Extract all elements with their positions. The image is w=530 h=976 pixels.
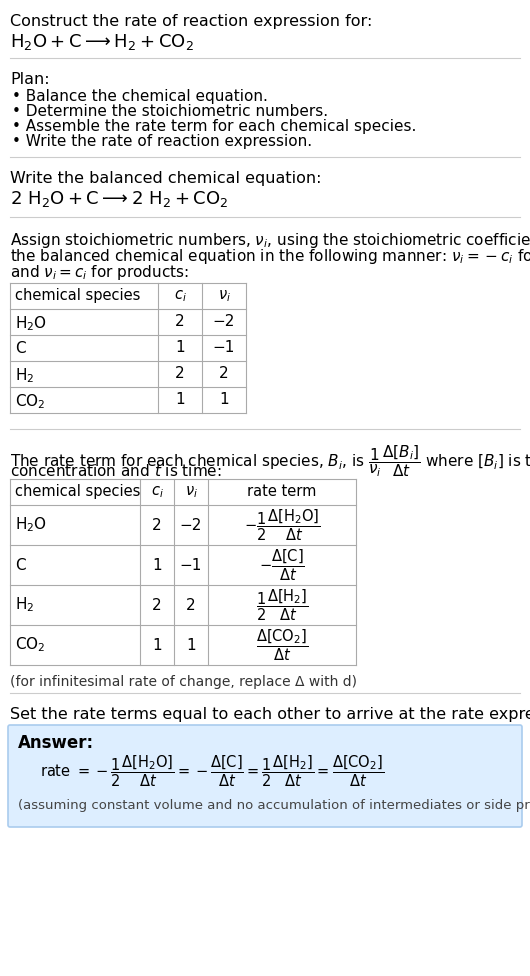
Text: chemical species: chemical species [15,288,140,303]
Text: Plan:: Plan: [10,72,50,87]
Text: 2: 2 [219,366,229,381]
Text: $\mathrm{C}$: $\mathrm{C}$ [15,557,27,573]
Text: rate $= -\dfrac{1}{2}\dfrac{\Delta[\mathrm{H_2O}]}{\Delta t} = -\dfrac{\Delta[\m: rate $= -\dfrac{1}{2}\dfrac{\Delta[\math… [40,753,384,789]
Text: Answer:: Answer: [18,734,94,752]
Text: −2: −2 [180,517,202,533]
Text: 1: 1 [152,637,162,653]
Text: (assuming constant volume and no accumulation of intermediates or side products): (assuming constant volume and no accumul… [18,799,530,812]
Text: $\mathrm{H_2O}$: $\mathrm{H_2O}$ [15,314,47,333]
Text: $\dfrac{1}{2}\dfrac{\Delta[\mathrm{H_2}]}{\Delta t}$: $\dfrac{1}{2}\dfrac{\Delta[\mathrm{H_2}]… [255,588,308,623]
Text: $\mathrm{H_2O}$: $\mathrm{H_2O}$ [15,515,47,534]
Text: the balanced chemical equation in the following manner: $\nu_i = -c_i$ for react: the balanced chemical equation in the fo… [10,247,530,266]
Text: −2: −2 [213,314,235,329]
Text: $\dfrac{\Delta[\mathrm{CO_2}]}{\Delta t}$: $\dfrac{\Delta[\mathrm{CO_2}]}{\Delta t}… [256,628,308,663]
Text: $\mathrm{H_2}$: $\mathrm{H_2}$ [15,595,34,614]
Text: • Write the rate of reaction expression.: • Write the rate of reaction expression. [12,134,312,149]
Text: $-\dfrac{1}{2}\dfrac{\Delta[\mathrm{H_2O}]}{\Delta t}$: $-\dfrac{1}{2}\dfrac{\Delta[\mathrm{H_2O… [244,508,320,543]
Text: • Balance the chemical equation.: • Balance the chemical equation. [12,89,268,104]
Text: $\mathrm{H_2O + C \longrightarrow H_2 + CO_2}$: $\mathrm{H_2O + C \longrightarrow H_2 + … [10,32,194,52]
Text: Construct the rate of reaction expression for:: Construct the rate of reaction expressio… [10,14,373,29]
Text: $\mathrm{2\ H_2O + C \longrightarrow 2\ H_2 + CO_2}$: $\mathrm{2\ H_2O + C \longrightarrow 2\ … [10,189,228,209]
Text: $\mathrm{C}$: $\mathrm{C}$ [15,340,27,356]
Text: 1: 1 [186,637,196,653]
Text: 1: 1 [219,392,229,407]
Text: Set the rate terms equal to each other to arrive at the rate expression:: Set the rate terms equal to each other t… [10,707,530,722]
FancyBboxPatch shape [8,725,522,827]
Text: • Determine the stoichiometric numbers.: • Determine the stoichiometric numbers. [12,104,328,119]
Text: 2: 2 [175,314,185,329]
Text: Write the balanced chemical equation:: Write the balanced chemical equation: [10,171,322,186]
Text: −1: −1 [180,557,202,573]
Text: concentration and $t$ is time:: concentration and $t$ is time: [10,463,222,479]
Text: (for infinitesimal rate of change, replace Δ with d): (for infinitesimal rate of change, repla… [10,675,357,689]
Text: $\mathrm{CO_2}$: $\mathrm{CO_2}$ [15,392,46,411]
Text: rate term: rate term [248,484,317,499]
Text: −1: −1 [213,340,235,355]
Text: $\mathrm{CO_2}$: $\mathrm{CO_2}$ [15,635,46,654]
Text: $c_i$: $c_i$ [151,484,163,500]
Text: 2: 2 [152,517,162,533]
Text: The rate term for each chemical species, $B_i$, is $\dfrac{1}{\nu_i}\dfrac{\Delt: The rate term for each chemical species,… [10,443,530,479]
Text: $c_i$: $c_i$ [174,288,187,304]
Text: $\mathrm{H_2}$: $\mathrm{H_2}$ [15,366,34,385]
Text: 2: 2 [152,597,162,613]
Text: chemical species: chemical species [15,484,140,499]
Text: • Assemble the rate term for each chemical species.: • Assemble the rate term for each chemic… [12,119,417,134]
Text: $\nu_i$: $\nu_i$ [184,484,198,500]
Text: Assign stoichiometric numbers, $\nu_i$, using the stoichiometric coefficients, $: Assign stoichiometric numbers, $\nu_i$, … [10,231,530,250]
Text: 1: 1 [175,340,185,355]
Text: 2: 2 [175,366,185,381]
Text: and $\nu_i = c_i$ for products:: and $\nu_i = c_i$ for products: [10,263,189,282]
Text: 1: 1 [152,557,162,573]
Text: $\nu_i$: $\nu_i$ [217,288,231,304]
Text: $-\dfrac{\Delta[\mathrm{C}]}{\Delta t}$: $-\dfrac{\Delta[\mathrm{C}]}{\Delta t}$ [259,548,305,583]
Text: 1: 1 [175,392,185,407]
Text: 2: 2 [186,597,196,613]
